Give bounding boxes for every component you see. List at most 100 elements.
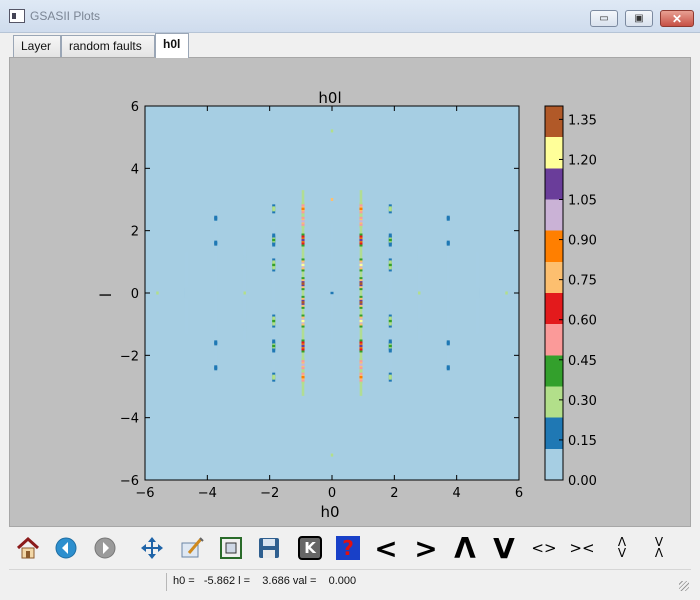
save-icon[interactable] (252, 531, 286, 565)
heatmap-peak (272, 207, 276, 211)
colorbar-tick-label: 1.20 (568, 153, 597, 168)
window-title: GSASII Plots (30, 9, 101, 23)
y-tick-label: −6 (120, 474, 139, 489)
heatmap-peak (214, 217, 218, 220)
shift-right-button[interactable]: > (414, 531, 438, 565)
shift-up-button[interactable]: Λ (454, 531, 476, 565)
x-tick-label: 4 (453, 486, 461, 501)
colorbar-tick-label: 0.00 (568, 474, 597, 489)
heatmap-streak (272, 202, 276, 384)
heatmap-peak (359, 344, 363, 348)
x-tick-label: −6 (135, 486, 154, 501)
heatmap-peak (359, 282, 363, 285)
heatmap-peak (301, 220, 305, 223)
heatmap-peak (214, 366, 218, 369)
forward-icon[interactable] (88, 531, 122, 565)
heatmap-peak (446, 341, 450, 345)
home-icon[interactable] (11, 531, 45, 565)
x-tick-label: 2 (390, 486, 398, 501)
heatmap-peak (214, 341, 218, 345)
tab-h0l[interactable]: h0l (155, 33, 189, 58)
colorbar: 0.00 0.15 0.30 0.45 0.60 0.75 0.90 1.05 1.20 1.35 (544, 105, 597, 489)
chart-title: h0l (318, 89, 341, 107)
heatmap-point (156, 291, 159, 295)
heatmap-peak (359, 375, 363, 379)
heatmap-point (418, 291, 421, 295)
heatmap-point (330, 453, 334, 457)
heatmap-peak (243, 260, 247, 264)
heatmap-peak (301, 319, 305, 323)
heatmap-peak (301, 301, 305, 304)
heatmap-peak (359, 207, 363, 211)
y-axis-label: l (97, 293, 115, 297)
colorbar-tick-label: 0.60 (568, 314, 597, 329)
heatmap-peak (388, 319, 392, 323)
colorbar-tick-label: 1.05 (568, 194, 597, 209)
help-icon[interactable]: ? (331, 531, 365, 565)
heatmap-peak (301, 238, 305, 242)
heatmap-peak (359, 220, 363, 223)
tab-random-faults[interactable]: random faults (61, 35, 155, 57)
heatmap-axes: −6−6 −4 −4 −2 −2 0 0 2 2 4 4 6 6 (120, 100, 523, 501)
contract-horizontal-button[interactable]: >< (569, 539, 595, 557)
y-tick-label: 4 (131, 162, 139, 177)
heatmap-peak (359, 319, 363, 323)
keyboard-shortcut-icon[interactable]: K (293, 531, 327, 565)
heatmap-peak (388, 263, 392, 267)
zoom-icon[interactable] (214, 531, 248, 565)
x-tick-label: 0 (328, 486, 336, 501)
heatmap-peak (417, 260, 421, 264)
expand-horizontal-button[interactable]: <> (531, 539, 557, 557)
tab-layer[interactable]: Layer (13, 35, 61, 57)
maximize-button[interactable]: ▣ (625, 10, 653, 27)
heatmap-peak (272, 344, 276, 348)
heatmap-point (505, 291, 508, 295)
colorbar-gradient (544, 105, 564, 481)
heatmap-streak (214, 208, 218, 378)
heatmap-peak (301, 375, 305, 379)
configure-subplots-icon[interactable] (175, 531, 209, 565)
heatmap-streak (388, 202, 392, 384)
heatmap-point (243, 291, 246, 295)
colorbar-tick-label: 1.35 (568, 113, 597, 128)
heatmap-peak (417, 322, 421, 326)
heatmap-peak (301, 263, 305, 267)
close-button[interactable]: ✕ (660, 10, 694, 27)
resize-grip-icon[interactable] (679, 581, 689, 591)
heatmap-point (330, 129, 334, 133)
heatmap-peak (359, 263, 363, 267)
pan-icon[interactable] (135, 531, 169, 565)
heatmap-streak (301, 190, 305, 396)
plot-tabs: Layer random faults h0l (9, 33, 691, 58)
heatmap-peak (359, 363, 363, 366)
status-bar: h0 = -5.862 l = 3.686 val = 0.000 (9, 569, 691, 593)
minimize-button[interactable]: ▭ (590, 10, 618, 27)
y-tick-label: −4 (120, 412, 139, 427)
status-separator (166, 573, 167, 591)
colorbar-tick-label: 0.75 (568, 274, 597, 289)
x-tick-label: −4 (198, 486, 217, 501)
plot-canvas[interactable]: h0l h0 l −6 −6 −4 −4 −2 −2 0 0 2 2 4 4 6 6 0.00 0.15 0.… (9, 57, 691, 527)
heatmap-peak (359, 238, 363, 242)
shift-left-button[interactable]: < (374, 531, 398, 565)
shift-down-button[interactable]: V (493, 531, 515, 565)
back-icon[interactable] (49, 531, 83, 565)
heatmap-peak (388, 344, 392, 348)
heatmap-peak (476, 291, 480, 295)
colorbar-tick-label: 0.30 (568, 394, 597, 409)
x-axis-label: h0 (320, 503, 339, 521)
colorbar-tick-label: 0.45 (568, 354, 597, 369)
y-tick-label: 6 (131, 100, 139, 115)
colorbar-tick-label: 0.90 (568, 234, 597, 249)
heatmap-peak (184, 291, 188, 295)
heatmap-peak (301, 207, 305, 211)
heatmap-peak (388, 375, 392, 379)
heatmap-streak (446, 208, 450, 378)
heatmap-peak (272, 375, 276, 379)
x-tick-label: −2 (260, 486, 279, 501)
heatmap-peak (359, 301, 363, 304)
heatmap-peak (330, 291, 334, 295)
